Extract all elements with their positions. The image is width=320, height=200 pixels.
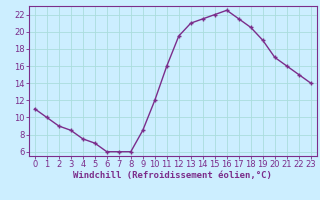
X-axis label: Windchill (Refroidissement éolien,°C): Windchill (Refroidissement éolien,°C) bbox=[73, 171, 272, 180]
